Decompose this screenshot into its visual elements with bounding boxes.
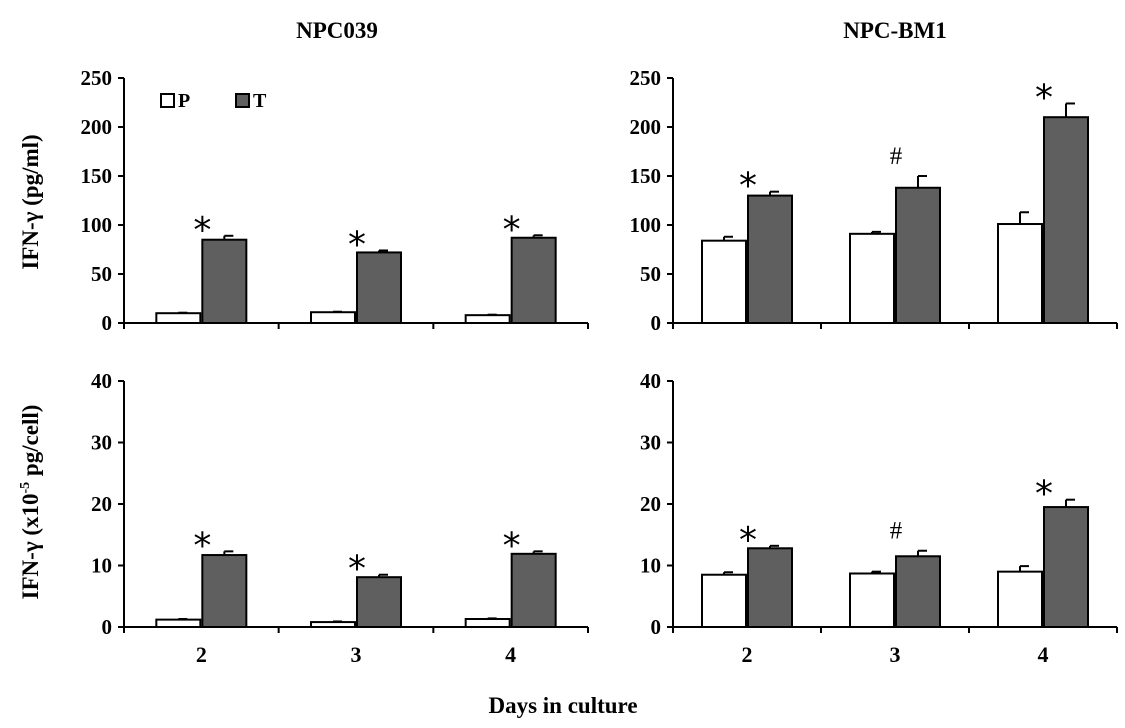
bar-t bbox=[747, 194, 793, 325]
bar-p bbox=[310, 621, 356, 629]
y-axis-title-bottom-suffix: pg/cell) bbox=[18, 405, 43, 482]
y-tick-label: 150 bbox=[81, 164, 113, 188]
y-tick-label: 40 bbox=[640, 369, 661, 393]
bar-p bbox=[464, 618, 511, 629]
bar-t bbox=[510, 236, 557, 325]
panel-title-npc039: NPC039 bbox=[296, 18, 378, 43]
y-tick-label: 100 bbox=[630, 213, 662, 237]
chart-panel-1: 0 50 100 150 200 250 * # * bbox=[630, 66, 1118, 335]
significance-star: * bbox=[503, 525, 521, 566]
bar-p bbox=[997, 223, 1043, 325]
bar-t bbox=[356, 576, 402, 628]
legend-swatch-p bbox=[160, 93, 175, 108]
bar-p bbox=[701, 239, 747, 324]
y-axis-title-bottom-prefix: IFN-γ (x10 bbox=[18, 494, 43, 600]
significance-star: * bbox=[1035, 77, 1053, 118]
chart-panel-2: 0 10 20 30 40 * 2 * 3 * 4 bbox=[91, 369, 589, 667]
bar-p bbox=[701, 573, 747, 628]
y-tick-label: 10 bbox=[640, 554, 661, 578]
x-tick-label: 4 bbox=[505, 642, 516, 667]
y-tick-label: 0 bbox=[102, 615, 113, 639]
significance-hash: # bbox=[890, 518, 903, 545]
legend-label-p: P bbox=[178, 90, 190, 112]
significance-star: * bbox=[348, 224, 366, 265]
y-tick-label: 0 bbox=[651, 311, 662, 335]
significance-star: * bbox=[1035, 474, 1053, 515]
significance-star: * bbox=[193, 210, 211, 251]
y-tick-label: 10 bbox=[91, 554, 112, 578]
y-tick-label: 20 bbox=[640, 492, 661, 516]
significance-star: * bbox=[193, 525, 211, 566]
bar-t bbox=[1043, 506, 1089, 629]
bar-t bbox=[510, 552, 557, 628]
y-tick-label: 0 bbox=[651, 615, 662, 639]
y-tick-label: 50 bbox=[640, 262, 661, 286]
x-tick-label: 4 bbox=[1038, 642, 1049, 667]
legend-label-t: T bbox=[253, 90, 267, 112]
x-axis-title: Days in culture bbox=[488, 693, 637, 718]
bar-t bbox=[201, 238, 248, 324]
bar-p bbox=[155, 312, 202, 325]
bar-p bbox=[849, 572, 895, 628]
y-tick-label: 250 bbox=[630, 66, 662, 90]
y-tick-label: 200 bbox=[630, 115, 662, 139]
legend-swatch-t bbox=[235, 93, 250, 108]
y-tick-label: 200 bbox=[81, 115, 113, 139]
y-tick-label: 30 bbox=[640, 431, 661, 455]
y-axis-title-bottom-exponent: -5 bbox=[18, 482, 33, 494]
x-tick-label: 3 bbox=[890, 642, 901, 667]
y-axis-title-top: IFN-γ (pg/ml) bbox=[18, 134, 43, 269]
bar-t bbox=[1043, 116, 1089, 324]
bar-p bbox=[464, 314, 511, 325]
x-tick-label: 2 bbox=[742, 642, 753, 667]
significance-star: * bbox=[348, 549, 366, 590]
x-tick-label: 3 bbox=[351, 642, 362, 667]
significance-star: * bbox=[503, 209, 521, 250]
y-tick-label: 40 bbox=[91, 369, 112, 393]
significance-star: * bbox=[739, 166, 757, 207]
chart-panel-0: 0 50 100 150 200 250 * * * bbox=[81, 66, 589, 335]
bar-t bbox=[201, 554, 248, 628]
chart-panel-3: 0 10 20 30 40 * 2 #3 * 4 bbox=[640, 369, 1118, 667]
y-axis-title-bottom: IFN-γ (x10-5 pg/cell) bbox=[18, 405, 43, 600]
y-tick-label: 30 bbox=[91, 431, 112, 455]
y-tick-label: 100 bbox=[81, 213, 113, 237]
bar-p bbox=[155, 618, 202, 628]
y-tick-label: 0 bbox=[102, 311, 113, 335]
y-tick-label: 20 bbox=[91, 492, 112, 516]
y-tick-label: 50 bbox=[91, 262, 112, 286]
legend: P T bbox=[160, 90, 267, 112]
y-tick-label: 150 bbox=[630, 164, 662, 188]
significance-star: * bbox=[739, 520, 757, 561]
y-tick-label: 250 bbox=[81, 66, 113, 90]
bar-t bbox=[895, 186, 941, 324]
bar-p bbox=[849, 232, 895, 325]
bar-p bbox=[310, 311, 356, 325]
bar-t bbox=[747, 547, 793, 629]
x-tick-label: 2 bbox=[196, 642, 207, 667]
bar-t bbox=[895, 555, 941, 629]
significance-hash: # bbox=[890, 143, 903, 170]
bar-p bbox=[997, 570, 1043, 629]
panel-title-npc-bm1: NPC-BM1 bbox=[843, 18, 946, 43]
